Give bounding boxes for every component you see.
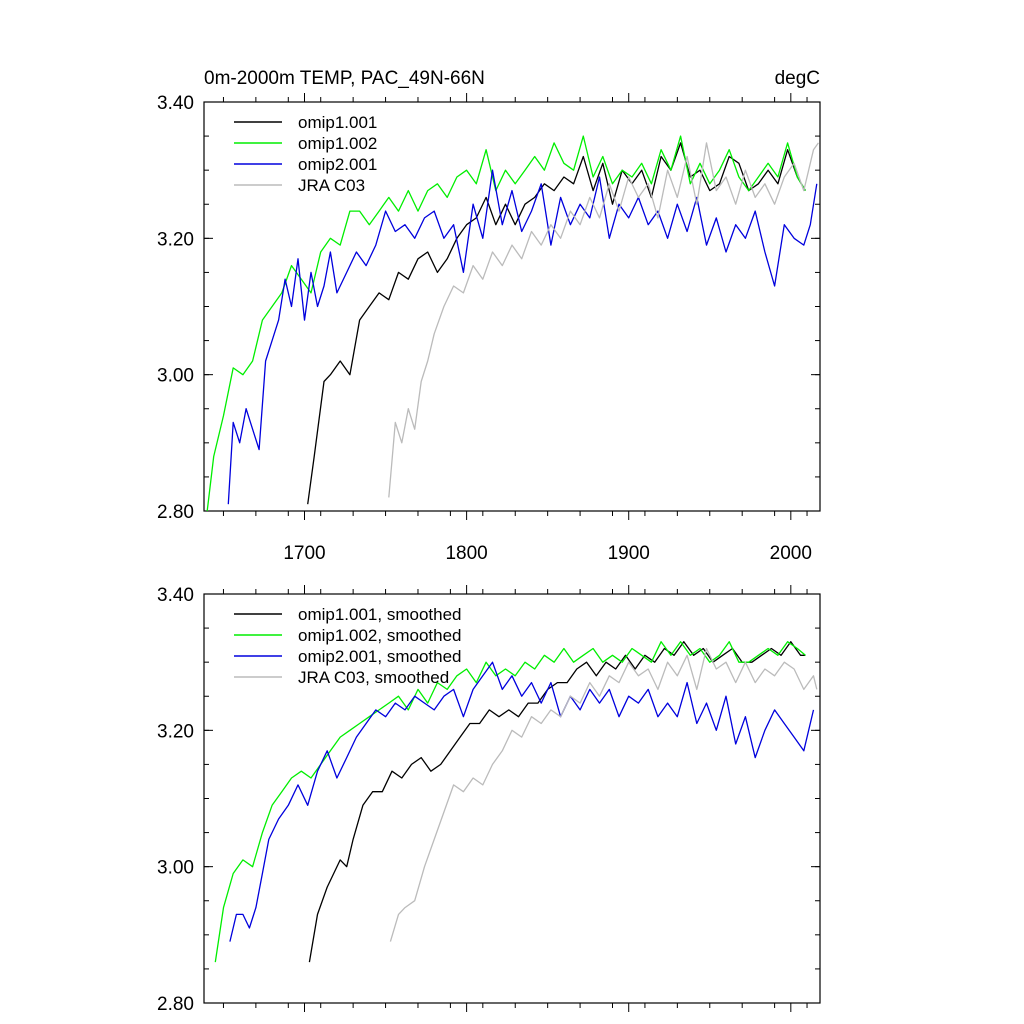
y-tick-label: 3.40 (157, 93, 194, 114)
x-tick-label: 1800 (445, 543, 487, 564)
series-line (214, 641, 806, 963)
plot-frame (203, 101, 821, 512)
series-line (206, 135, 806, 512)
y-tick-label: 3.40 (157, 585, 194, 606)
bottom-panel: 2.80 3.00 3.20 3.40 omip1.001, smoothed omip1… (157, 585, 821, 1015)
y-tick-label: 3.20 (157, 721, 194, 742)
series-line (307, 142, 806, 505)
legend-label: omip1.002 (298, 134, 377, 153)
legend-label: omip2.001, smoothed (298, 647, 462, 666)
legend-label: JRA C03 (298, 176, 365, 195)
series-line (389, 647, 818, 942)
series-line (308, 641, 806, 963)
y-tick-label: 2.80 (157, 994, 194, 1015)
x-tick-label: 2000 (770, 543, 812, 564)
series-line (388, 142, 819, 498)
x-tick-label: 1900 (608, 543, 650, 564)
series-line (227, 169, 818, 505)
x-tick-label: 1700 (283, 543, 325, 564)
y-tick-label: 3.20 (157, 229, 194, 250)
legend-label: omip1.002, smoothed (298, 626, 462, 645)
legend-label: JRA C03, smoothed (298, 668, 449, 687)
y-tick-label: 2.80 (157, 502, 194, 523)
units-label: degC (775, 68, 820, 89)
y-tick-label: 3.00 (157, 858, 194, 879)
series-line (229, 661, 815, 942)
legend-label: omip1.001, smoothed (298, 605, 462, 624)
top-panel: 0m-2000m TEMP, PAC_49N-66N degC 2.80 3.00… (157, 68, 821, 564)
legend-label: omip1.001 (298, 113, 377, 132)
legend-label: omip2.001 (298, 155, 377, 174)
chart-title: 0m-2000m TEMP, PAC_49N-66N (204, 68, 485, 89)
y-tick-label: 3.00 (157, 366, 194, 387)
plot-frame (203, 593, 821, 1004)
